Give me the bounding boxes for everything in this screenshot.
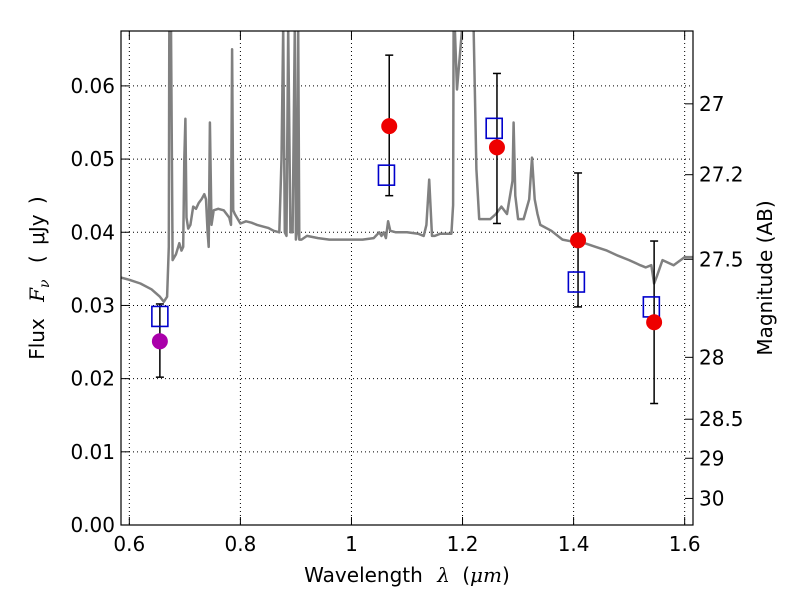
model-photometry-square — [377, 164, 396, 186]
y-tick-label: 0.04 — [70, 220, 115, 244]
x-tick-label: 0.8 — [224, 532, 256, 556]
x-axis-title: Wavelength λ (μm) — [304, 563, 510, 587]
observed-flux-point — [570, 232, 587, 249]
x-axis-title-unit: μm — [470, 563, 502, 587]
data-layer — [121, 31, 693, 405]
y2-tick-label: 28 — [699, 345, 724, 369]
y-tick-label: 0.01 — [70, 440, 115, 464]
x-axis-title-symbol: λ — [436, 563, 450, 587]
x-tick-label: 0.6 — [113, 532, 145, 556]
y2-tick-label: 27 — [699, 92, 724, 116]
y-axis-title-subscript: ν — [37, 279, 53, 288]
y-axis-title-close: ) — [25, 196, 49, 204]
y2-axis-title: Magnitude (AB) — [753, 200, 777, 355]
observed-flux-point — [488, 139, 505, 156]
tick-labels: 0.6 0.8 1 1.2 1.4 1.6 0.00 0.01 0.02 0.03 0.04 0.05… — [70, 74, 743, 556]
x-axis-title-text: Wavelength — [304, 563, 423, 587]
model-photometry-square — [151, 305, 169, 328]
y-axis-title-symbol: F — [25, 287, 49, 303]
y2-tick-label: 30 — [699, 486, 724, 510]
x-tick-label: 1.2 — [447, 532, 479, 556]
y2-tick-label: 29 — [699, 446, 724, 470]
y-axis-title-text: Flux — [25, 318, 49, 360]
x-axis-title-close: ) — [502, 563, 510, 587]
x-tick-label: 1.6 — [669, 532, 701, 556]
y-tick-label: 0.05 — [70, 147, 115, 171]
y-tick-label: 0.00 — [70, 513, 115, 537]
y-tick-label: 0.02 — [70, 367, 115, 391]
model-photometry-square — [567, 271, 586, 293]
model-photometry-square — [485, 117, 503, 140]
y2-tick-label: 27.5 — [699, 247, 744, 271]
observed-flux-point — [151, 333, 168, 350]
x-axis-title-open: ( — [462, 563, 470, 587]
y-tick-label: 0.03 — [70, 293, 115, 317]
plot-frame — [120, 30, 694, 526]
tick-marks — [121, 31, 693, 526]
observed-flux-point — [646, 314, 663, 331]
x-tick-label: 1.4 — [558, 532, 590, 556]
y-axis-title-open: ( — [25, 255, 49, 263]
y2-tick-label: 27.2 — [699, 163, 744, 187]
y2-tick-label: 28.5 — [699, 407, 744, 431]
model-spectrum-line — [121, 31, 693, 304]
y-axis-title: Flux Fν ( μJy ) — [25, 196, 54, 360]
y-tick-label: 0.06 — [70, 74, 115, 98]
y-axis-title-unit: μJy — [25, 214, 49, 245]
observed-flux-point — [381, 118, 398, 135]
plot-background — [121, 31, 693, 525]
x-tick-label: 1 — [345, 532, 358, 556]
